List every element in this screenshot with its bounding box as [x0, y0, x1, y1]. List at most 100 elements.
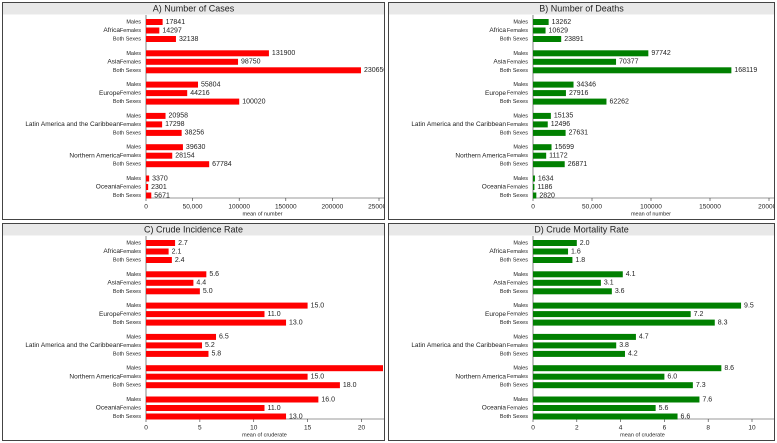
value-label: 4.2 — [628, 351, 638, 358]
value-label: 7.2 — [694, 311, 704, 318]
x-tick-label: 100000 — [640, 204, 662, 211]
region-label: Northern America — [69, 373, 120, 380]
x-axis-label: mean of cruderate — [620, 432, 665, 438]
bar — [146, 240, 176, 246]
sex-label: Females — [120, 249, 141, 255]
value-label: 9.5 — [744, 302, 754, 309]
value-label: 4.7 — [639, 334, 649, 341]
sex-label: Females — [120, 28, 141, 34]
value-label: 100020 — [242, 98, 265, 105]
title-bar — [388, 2, 775, 15]
value-label: 6.6 — [681, 413, 691, 420]
sex-label: Females — [120, 405, 141, 411]
sex-label: Males — [513, 397, 528, 403]
value-label: 15.0 — [311, 374, 325, 381]
value-label: 38256 — [185, 130, 205, 137]
region-label: Asia — [493, 280, 506, 287]
value-label: 98750 — [241, 59, 261, 66]
panel-border — [388, 223, 775, 441]
bar — [146, 121, 163, 128]
region-label: Africa — [489, 248, 506, 255]
sex-label: Both Sexes — [113, 351, 141, 357]
x-axis-label: mean of number — [631, 211, 671, 217]
value-label: 5671 — [154, 192, 170, 199]
value-label: 17841 — [166, 19, 186, 26]
value-label: 12496 — [551, 121, 571, 128]
value-label: 13.0 — [289, 413, 303, 420]
panel-border — [2, 2, 385, 220]
value-label: 3.6 — [615, 288, 625, 295]
value-label: 5.8 — [211, 351, 221, 358]
sex-label: Females — [507, 374, 528, 380]
x-tick-label: 50,000 — [183, 204, 203, 211]
bar — [533, 67, 732, 74]
value-label: 168119 — [734, 67, 757, 74]
bar — [533, 129, 566, 136]
value-label: 3.1 — [604, 280, 614, 287]
bar — [146, 342, 203, 349]
value-label: 230650 — [364, 67, 387, 74]
bar — [146, 98, 240, 105]
region-label: Oceania — [482, 184, 507, 191]
bar — [146, 288, 200, 295]
value-label: 28154 — [175, 153, 195, 160]
sex-label: Both Sexes — [113, 383, 141, 389]
sex-label: Females — [507, 91, 528, 97]
sex-label: Males — [126, 82, 141, 88]
sex-label: Both Sexes — [113, 414, 141, 420]
sex-label: Females — [120, 153, 141, 159]
x-tick-label: 5 — [198, 425, 202, 432]
value-label: 15135 — [554, 113, 574, 120]
value-label: 1.8 — [575, 257, 585, 264]
bar — [533, 152, 547, 159]
value-label: 3.8 — [619, 342, 629, 349]
region-label: Europe — [485, 311, 506, 318]
chart-title: C) Crude Incidence Rate — [144, 224, 243, 234]
bar — [533, 112, 551, 119]
bar — [146, 184, 149, 190]
value-label: 5.0 — [203, 288, 213, 295]
sex-label: Males — [126, 176, 141, 182]
chart-title: A) Number of Cases — [153, 3, 235, 13]
sex-label: Females — [507, 153, 528, 159]
x-tick-label: 100000 — [228, 204, 250, 211]
bar — [533, 161, 565, 168]
sex-label: Females — [120, 91, 141, 97]
region-label: Africa — [103, 248, 120, 255]
bar — [146, 50, 269, 57]
x-tick-label: 6 — [663, 425, 667, 432]
sex-label: Females — [120, 312, 141, 318]
bar — [533, 405, 656, 411]
value-label: 62262 — [609, 98, 629, 105]
bar — [533, 382, 693, 389]
x-tick-label: 0 — [531, 204, 535, 211]
bar — [146, 413, 287, 420]
bar — [533, 36, 562, 42]
value-label: 26871 — [568, 161, 588, 168]
sex-label: Males — [126, 366, 141, 372]
sex-label: Males — [126, 303, 141, 309]
bar — [533, 342, 617, 349]
x-tick-label: 15 — [304, 425, 312, 432]
sex-label: Males — [126, 51, 141, 57]
region-label: Latin America and the Caribbean — [411, 342, 506, 349]
value-label: 7.3 — [696, 382, 706, 389]
bar — [533, 279, 601, 286]
bar — [146, 152, 173, 159]
x-tick-label: 10 — [250, 425, 258, 432]
x-tick-label: 150000 — [699, 204, 721, 211]
bar — [533, 271, 623, 278]
sex-label: Both Sexes — [500, 68, 528, 74]
x-tick-label: 8 — [706, 425, 710, 432]
bar — [146, 382, 340, 389]
sex-label: Females — [120, 280, 141, 286]
bar — [146, 365, 383, 372]
value-label: 6.5 — [219, 334, 229, 341]
bar — [146, 396, 319, 403]
sex-label: Both Sexes — [113, 68, 141, 74]
bar — [533, 27, 546, 34]
value-label: 55804 — [201, 81, 221, 88]
bar — [146, 161, 210, 168]
value-label: 44216 — [190, 90, 210, 97]
